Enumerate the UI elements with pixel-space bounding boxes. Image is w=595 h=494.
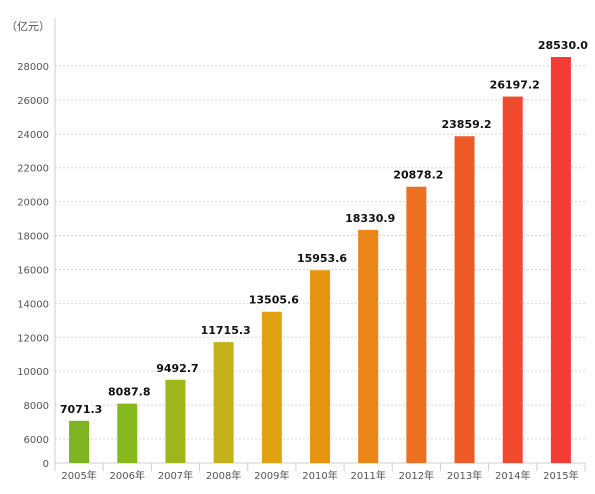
- y-tick-label: 8000: [24, 401, 49, 412]
- bar: [165, 379, 186, 463]
- x-tick-label: 2013年: [447, 469, 482, 482]
- data-label: 13505.6: [249, 294, 299, 307]
- bars: [69, 57, 571, 464]
- y-tick-label: 0: [43, 459, 49, 470]
- bar: [69, 420, 90, 463]
- bar: [310, 270, 330, 463]
- bar: [406, 186, 427, 463]
- data-label: 20878.2: [393, 169, 443, 182]
- data-labels: 7071.3 8087.8 9492.7 11715.3 13505.6 15953.6 1…: [58, 38, 589, 418]
- y-tick-label: 18000: [17, 232, 49, 243]
- x-tick-label: 2012年: [399, 469, 434, 482]
- data-label: 7071.3: [60, 403, 102, 416]
- y-tick-labels: 0 6000 8000 10000 12000 14000 16000 18000 20000 2…: [17, 62, 49, 470]
- y-tick-label: 14000: [17, 299, 49, 310]
- x-tick-label: 2011年: [350, 469, 385, 482]
- y-tick-label: 28000: [17, 62, 49, 73]
- x-tick-label: 2007年: [158, 469, 193, 482]
- data-label: 15953.6: [297, 252, 347, 265]
- y-tick-label: 16000: [17, 265, 49, 276]
- data-label: 11715.3: [201, 324, 251, 337]
- y-unit-label: （亿元）: [6, 20, 50, 33]
- y-tick-label: 24000: [17, 130, 49, 141]
- data-label: 26197.2: [490, 79, 540, 92]
- y-tick-label: 10000: [17, 367, 49, 378]
- bar: [550, 57, 571, 463]
- data-label: 23859.2: [441, 118, 491, 131]
- bar: [454, 136, 475, 463]
- y-tick-label: 26000: [17, 96, 49, 107]
- x-tick-label: 2006年: [110, 469, 145, 482]
- x-tick-label: 2009年: [254, 469, 289, 482]
- data-label: 9492.7: [156, 362, 198, 375]
- x-tick-labels: 2005年 2006年 2007年 2008年 2009年 2010年 2011年 2012年…: [54, 463, 586, 482]
- y-tick-label: 12000: [17, 333, 49, 344]
- data-label: 28530.0: [538, 39, 588, 52]
- data-label: 8087.8: [108, 386, 150, 399]
- bar: [502, 96, 523, 464]
- x-tick-label: 2014年: [495, 469, 530, 482]
- bar: [213, 342, 234, 463]
- data-label: 18330.9: [345, 212, 395, 225]
- y-tick-label: 6000: [24, 435, 49, 446]
- x-tick-label: 2005年: [61, 469, 96, 482]
- y-tick-label: 20000: [17, 198, 49, 209]
- bar: [117, 403, 138, 463]
- bar: [261, 311, 282, 463]
- bar: [358, 229, 379, 463]
- y-tick-label: 22000: [17, 164, 49, 175]
- x-tick-label: 2010年: [302, 469, 337, 482]
- x-tick-label: 2015年: [543, 469, 578, 482]
- x-tick-label: 2008年: [206, 469, 241, 482]
